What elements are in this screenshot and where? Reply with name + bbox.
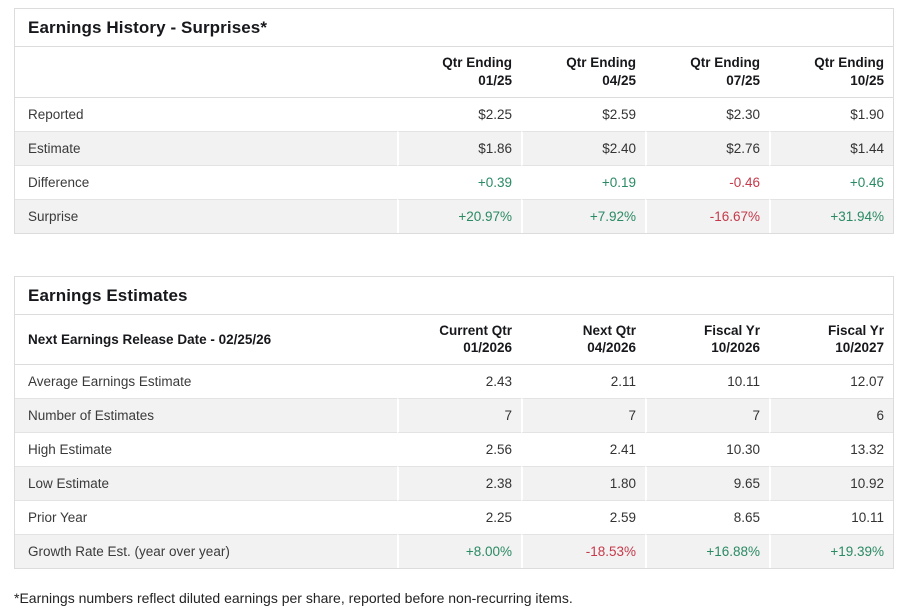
column-header: Qtr Ending 07/25 xyxy=(645,47,769,98)
row-label: Prior Year xyxy=(15,501,397,536)
column-header: Qtr Ending 04/25 xyxy=(521,47,645,98)
table-row: Growth Rate Est. (year over year) +8.00% -… xyxy=(15,535,893,569)
cell-value: $2.59 xyxy=(521,97,645,132)
row-label: Low Estimate xyxy=(15,467,397,502)
column-header: Current Qtr 01/2026 xyxy=(397,315,521,366)
earnings-estimates-title: Earnings Estimates xyxy=(15,277,893,315)
earnings-estimates-panel: Earnings Estimates Next Earnings Release… xyxy=(14,275,894,570)
column-header: Qtr Ending 01/25 xyxy=(397,47,521,98)
cell-value: $1.86 xyxy=(397,131,521,166)
cell-value: 2.11 xyxy=(521,365,645,400)
cell-value: 6 xyxy=(769,399,893,434)
table-row: Prior Year 2.25 2.59 8.65 10.11 xyxy=(15,501,893,536)
estimates-header-row: Next Earnings Release Date - 02/25/26 Cur… xyxy=(15,315,893,366)
column-header: Next Qtr 04/2026 xyxy=(521,315,645,366)
cell-value: +31.94% xyxy=(769,199,893,233)
cell-value: 10.92 xyxy=(769,467,893,502)
table-row: Surprise +20.97% +7.92% -16.67% +31.94% xyxy=(15,199,893,233)
cell-value: 8.65 xyxy=(645,501,769,536)
cell-value: -18.53% xyxy=(521,535,645,569)
cell-value: +7.92% xyxy=(521,199,645,233)
column-header: Qtr Ending 10/25 xyxy=(769,47,893,98)
cell-value: 2.25 xyxy=(397,501,521,536)
estimates-table: Next Earnings Release Date - 02/25/26 Cur… xyxy=(15,315,893,569)
cell-value: 2.41 xyxy=(521,433,645,468)
cell-value: +0.19 xyxy=(521,165,645,200)
row-label: Average Earnings Estimate xyxy=(15,365,397,400)
row-label: Estimate xyxy=(15,131,397,166)
earnings-history-panel: Earnings History - Surprises* Qtr Ending… xyxy=(14,8,894,234)
cell-value: 7 xyxy=(397,399,521,434)
earnings-footnote: *Earnings numbers reflect diluted earnin… xyxy=(14,590,573,606)
cell-value: +16.88% xyxy=(645,535,769,569)
estimates-table-body: Average Earnings Estimate 2.43 2.11 10.11 12… xyxy=(15,365,893,569)
table-row: Low Estimate 2.38 1.80 9.65 10.92 xyxy=(15,467,893,502)
column-header: Fiscal Yr 10/2026 xyxy=(645,315,769,366)
row-label: Surprise xyxy=(15,199,397,233)
table-row: Reported $2.25 $2.59 $2.30 $1.90 xyxy=(15,97,893,132)
cell-value: -0.46 xyxy=(645,165,769,200)
cell-value: 13.32 xyxy=(769,433,893,468)
cell-value: 9.65 xyxy=(645,467,769,502)
cell-value: $2.30 xyxy=(645,97,769,132)
cell-value: $2.76 xyxy=(645,131,769,166)
surprises-table: Qtr Ending 01/25 Qtr Ending 04/25 Qtr Ending… xyxy=(15,47,893,233)
cell-value: 2.56 xyxy=(397,433,521,468)
cell-value: +0.39 xyxy=(397,165,521,200)
column-header: Fiscal Yr 10/2027 xyxy=(769,315,893,366)
header-corner-label: Next Earnings Release Date - 02/25/26 xyxy=(15,315,397,366)
cell-value: 2.43 xyxy=(397,365,521,400)
table-row: Estimate $1.86 $2.40 $2.76 $1.44 xyxy=(15,131,893,166)
cell-value: +19.39% xyxy=(769,535,893,569)
cell-value: $2.25 xyxy=(397,97,521,132)
header-corner-label xyxy=(15,47,397,98)
cell-value: +20.97% xyxy=(397,199,521,233)
cell-value: +0.46 xyxy=(769,165,893,200)
cell-value: 10.11 xyxy=(769,501,893,536)
cell-value: $2.40 xyxy=(521,131,645,166)
table-row: Difference +0.39 +0.19 -0.46 +0.46 xyxy=(15,165,893,200)
cell-value: 2.59 xyxy=(521,501,645,536)
cell-value: 2.38 xyxy=(397,467,521,502)
cell-value: +8.00% xyxy=(397,535,521,569)
surprises-table-body: Reported $2.25 $2.59 $2.30 $1.90 Estimate $1.8… xyxy=(15,97,893,233)
cell-value: $1.44 xyxy=(769,131,893,166)
cell-value: 10.30 xyxy=(645,433,769,468)
cell-value: 1.80 xyxy=(521,467,645,502)
earnings-history-title: Earnings History - Surprises* xyxy=(15,9,893,47)
table-row: Average Earnings Estimate 2.43 2.11 10.11 12… xyxy=(15,365,893,400)
row-label: Difference xyxy=(15,165,397,200)
surprises-header-row: Qtr Ending 01/25 Qtr Ending 04/25 Qtr Ending… xyxy=(15,47,893,98)
cell-value: 12.07 xyxy=(769,365,893,400)
cell-value: 7 xyxy=(645,399,769,434)
cell-value: 7 xyxy=(521,399,645,434)
row-label: Growth Rate Est. (year over year) xyxy=(15,535,397,569)
table-row: Number of Estimates 7 7 7 6 xyxy=(15,399,893,434)
cell-value: $1.90 xyxy=(769,97,893,132)
row-label: Number of Estimates xyxy=(15,399,397,434)
cell-value: -16.67% xyxy=(645,199,769,233)
row-label: Reported xyxy=(15,97,397,132)
table-row: High Estimate 2.56 2.41 10.30 13.32 xyxy=(15,433,893,468)
cell-value: 10.11 xyxy=(645,365,769,400)
row-label: High Estimate xyxy=(15,433,397,468)
